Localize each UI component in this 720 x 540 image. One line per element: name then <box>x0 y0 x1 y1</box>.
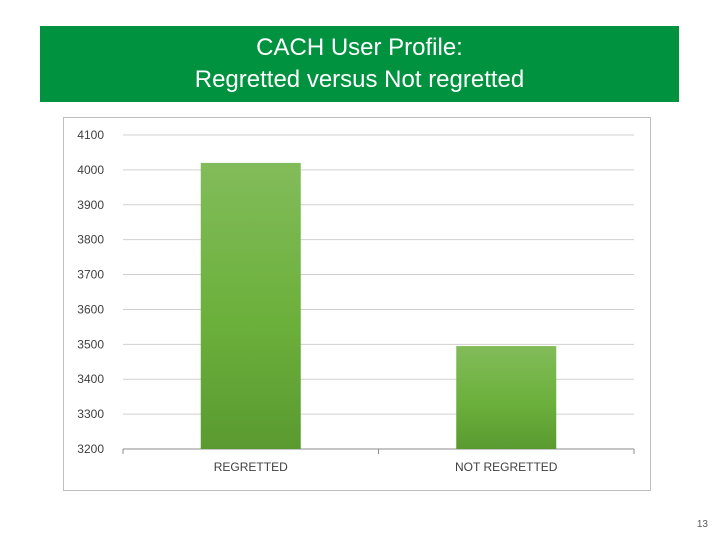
chart-frame: 3200 3300 3400 3500 3600 3700 3800 3900 4000 4100… <box>63 117 651 491</box>
slide-number: 13 <box>696 519 708 530</box>
y-tick-label: 4000 <box>77 163 104 177</box>
title-banner: CACH User Profile: Regretted versus Not … <box>40 26 679 102</box>
y-tick-label: 3400 <box>77 372 104 386</box>
y-tick-label: 3700 <box>77 268 104 282</box>
y-tick-label: 3200 <box>77 442 104 456</box>
y-tick-label: 3300 <box>77 407 104 421</box>
x-category-label: NOT REGRETTED <box>455 460 558 474</box>
y-tick-label: 4100 <box>77 128 104 142</box>
y-tick-label: 3800 <box>77 233 104 247</box>
y-tick-label: 3600 <box>77 302 104 316</box>
slide-title-line2: Regretted versus Not regretted <box>194 66 525 93</box>
x-category-label: REGRETTED <box>214 460 288 474</box>
y-tick-label: 3500 <box>77 337 104 351</box>
bar-regretted <box>200 162 301 449</box>
y-tick-label: 3900 <box>77 198 104 212</box>
slide-title-line1: CACH User Profile: <box>256 34 463 61</box>
bar-chart: 3200 3300 3400 3500 3600 3700 3800 3900 4000 4100… <box>77 128 635 474</box>
bar-not-regretted <box>456 346 557 449</box>
